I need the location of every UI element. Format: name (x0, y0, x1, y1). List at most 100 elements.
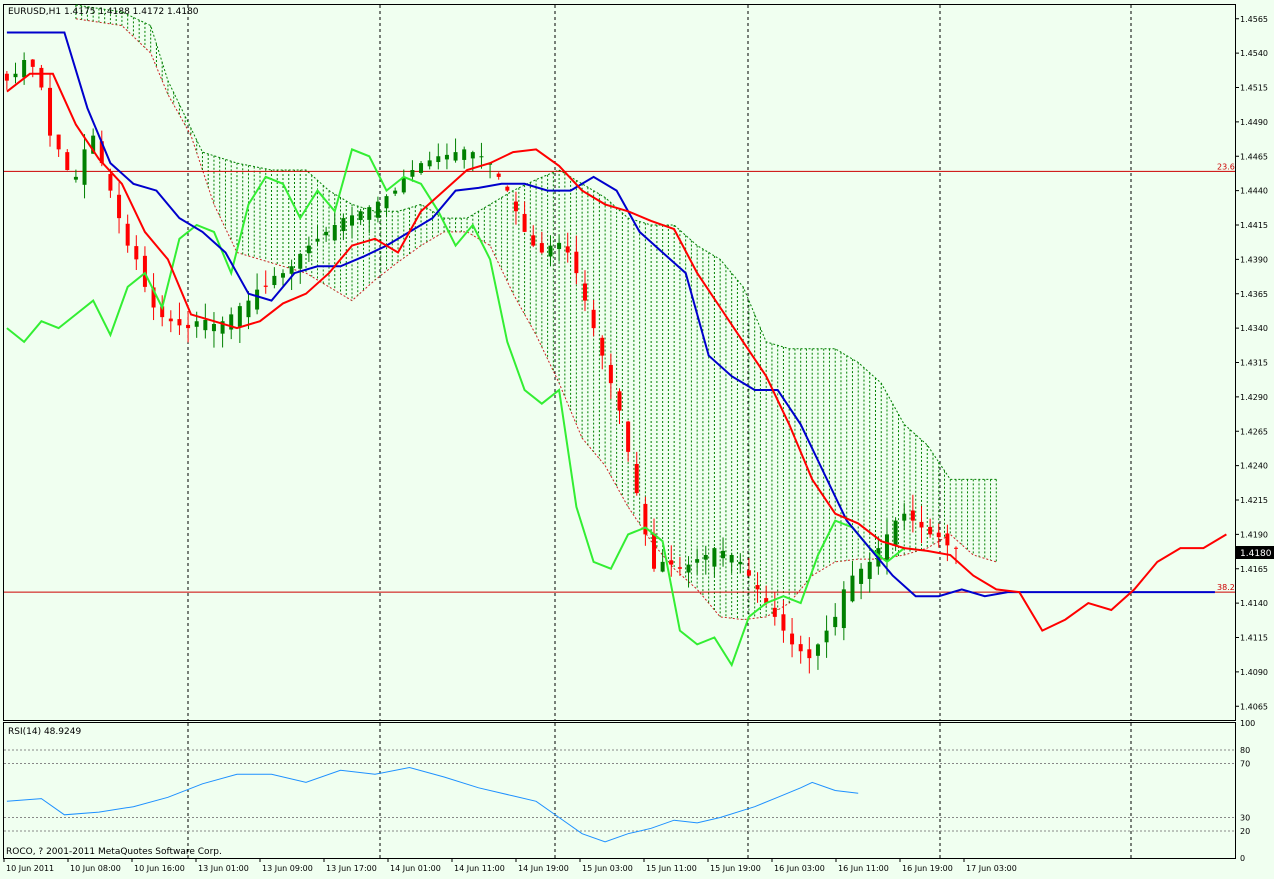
candle-body-73 (634, 464, 639, 494)
price-tick-label-20: 1.4065 (1240, 702, 1268, 711)
candle-body-53 (462, 149, 467, 160)
candle-body-68 (591, 309, 596, 329)
price-tick-label-4: 1.4465 (1240, 152, 1268, 161)
candle-body-47 (410, 170, 415, 177)
rsi-level-label-5: 0 (1240, 854, 1245, 863)
candle-body-65 (565, 246, 570, 253)
candle-body-54 (470, 152, 475, 159)
candle-body-48 (419, 163, 424, 173)
candle-body-93 (807, 649, 812, 659)
price-tick-label-12: 1.4265 (1240, 427, 1268, 436)
candle-body-1 (13, 73, 18, 78)
candle-body-5 (48, 87, 53, 136)
candle-body-90 (781, 614, 786, 631)
candle-body-13 (117, 194, 122, 219)
candle-body-30 (263, 285, 268, 287)
candle-body-51 (444, 154, 449, 160)
price-tick-label-17: 1.4140 (1240, 599, 1268, 608)
candle-body-34 (298, 253, 303, 269)
candle-body-12 (108, 174, 113, 191)
candle-body-4 (39, 67, 44, 88)
price-tick-label-13: 1.4240 (1240, 462, 1268, 471)
candle-body-49 (427, 160, 432, 167)
candle-body-14 (125, 223, 130, 246)
candle-body-86 (746, 570, 751, 576)
candle-body-91 (790, 633, 795, 645)
candle-body-28 (246, 300, 251, 318)
candle-body-89 (772, 607, 777, 617)
candle-body-43 (375, 201, 380, 218)
candle-body-92 (798, 644, 803, 652)
candle-body-46 (401, 176, 406, 193)
candle-body-42 (367, 207, 372, 220)
candle-body-25 (220, 321, 225, 334)
candle-body-60 (522, 213, 527, 232)
candle-body-44 (384, 196, 389, 209)
candle-body-72 (626, 421, 631, 452)
candle-body-105 (910, 510, 915, 521)
candle-body-108 (936, 532, 941, 538)
candle-body-19 (168, 318, 173, 322)
fib-label-1: 38.2 (1217, 583, 1235, 592)
candle-body-102 (884, 534, 889, 560)
price-tick-label-6: 1.4415 (1240, 221, 1268, 230)
rsi-level-label-4: 20 (1240, 827, 1250, 836)
candle-body-21 (186, 324, 191, 329)
price-tick-label-15: 1.4190 (1240, 530, 1268, 539)
time-label-5: 13 Jun 17:00 (326, 864, 377, 873)
time-label-9: 15 Jun 03:00 (582, 864, 633, 873)
candle-body-87 (755, 585, 760, 590)
price-tick-label-8: 1.4365 (1240, 290, 1268, 299)
price-tick-label-11: 1.4290 (1240, 393, 1268, 402)
candle-body-36 (315, 238, 320, 242)
candle-body-22 (194, 321, 199, 327)
price-tick-label-14: 1.4215 (1240, 496, 1268, 505)
candle-body-3 (30, 59, 35, 67)
chikou-span-line (6, 148, 905, 668)
copyright-label: ROCO, ? 2001-2011 MetaQuotes Software Co… (6, 847, 222, 857)
candle-body-8 (73, 176, 78, 180)
rsi-level-label-2: 70 (1240, 760, 1250, 769)
candle-body-97 (841, 589, 846, 629)
candle-body-18 (160, 306, 165, 318)
candle-body-52 (453, 152, 458, 161)
candle-body-75 (652, 533, 657, 569)
candle-body-83 (721, 550, 726, 559)
time-label-13: 16 Jun 11:00 (838, 864, 889, 873)
fib-label-0: 23.6 (1217, 162, 1235, 171)
candle-body-78 (677, 567, 682, 569)
time-label-8: 14 Jun 19:00 (518, 864, 569, 873)
time-label-0: 10 Jun 2011 (6, 864, 54, 873)
candle-body-63 (548, 245, 553, 257)
candle-body-67 (582, 283, 587, 301)
price-tick-label-3: 1.4490 (1240, 118, 1268, 127)
candle-body-58 (505, 186, 510, 191)
candle-body-35 (306, 245, 311, 254)
time-label-7: 14 Jun 11:00 (454, 864, 505, 873)
candle-body-38 (332, 225, 337, 241)
candle-body-17 (151, 287, 156, 308)
candle-body-106 (919, 521, 924, 528)
candle-body-70 (608, 364, 613, 384)
time-label-3: 13 Jun 01:00 (198, 864, 249, 873)
candle-body-55 (479, 156, 484, 158)
price-tick-label-1: 1.4540 (1240, 49, 1268, 58)
candle-body-109 (945, 533, 950, 546)
candle-body-79 (686, 564, 691, 573)
candle-body-41 (358, 211, 363, 221)
candle-body-66 (574, 251, 579, 274)
symbol-label: EURUSD,H1 1.4175 1.4188 1.4172 1.4180 (8, 7, 199, 17)
candle-body-32 (280, 273, 285, 278)
candle-body-45 (393, 190, 398, 194)
rsi-level-label-0: 100 (1240, 719, 1255, 728)
candle-body-2 (22, 60, 27, 78)
candle-body-103 (893, 520, 898, 546)
candle-body-81 (703, 555, 708, 560)
candle-body-88 (764, 598, 769, 604)
rsi-line (6, 766, 859, 843)
candle-body-85 (738, 561, 743, 565)
candle-body-69 (600, 337, 605, 356)
time-label-14: 16 Jun 19:00 (902, 864, 953, 873)
